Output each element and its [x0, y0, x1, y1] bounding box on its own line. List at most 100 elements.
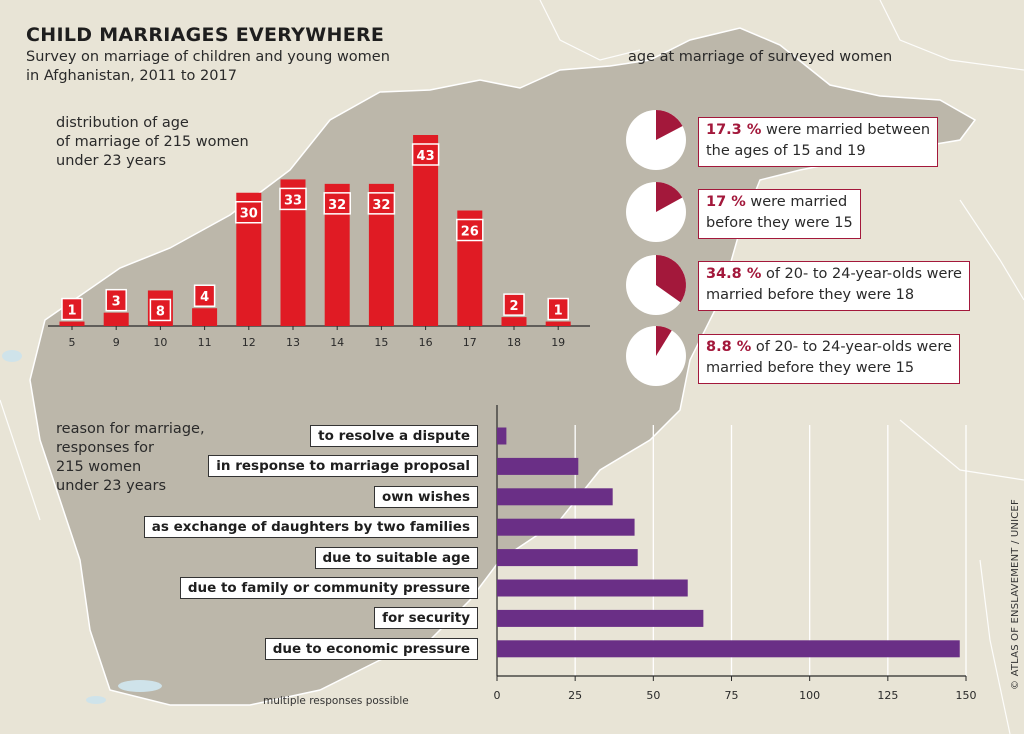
pie-text: the ages of 15 and 19	[706, 143, 866, 159]
pie-percent: 34.8 %	[706, 266, 762, 282]
bar	[497, 640, 960, 658]
pie-text: before they were 15	[706, 215, 853, 231]
category-label: due to suitable age	[314, 546, 478, 569]
pie-percent: 17 %	[706, 194, 746, 210]
bar	[497, 427, 507, 445]
bar	[497, 609, 704, 627]
pie-annotation: 34.8 % of 20- to 24-year-olds were marri…	[698, 261, 970, 311]
bar	[192, 308, 218, 326]
x-tick-label: 50	[646, 689, 660, 702]
data-label: 4	[200, 290, 209, 305]
bar	[545, 321, 571, 326]
x-tick-label: 14	[330, 336, 344, 349]
x-tick-label: 25	[568, 689, 582, 702]
data-label-box	[279, 187, 307, 211]
pie-annotation: 8.8 % of 20- to 24-year-olds were marrie…	[698, 334, 960, 384]
x-tick-label: 5	[69, 336, 76, 349]
category-label: for security	[374, 607, 478, 630]
pie-text: of 20- to 24-year-olds were	[751, 339, 952, 355]
data-label: 43	[417, 149, 435, 164]
x-tick-label: 9	[113, 336, 120, 349]
data-label-box	[547, 297, 569, 321]
x-tick-label: 150	[956, 689, 977, 702]
reason-caption: reason for marriage, responses for 215 w…	[56, 420, 256, 496]
pie-percent: 8.8 %	[706, 339, 752, 355]
source-credit: © ATLAS OF ENSLAVEMENT / UNICEF	[1010, 499, 1021, 690]
data-label: 1	[67, 304, 76, 319]
bar	[103, 312, 129, 326]
category-label: own wishes	[374, 485, 478, 508]
pie-text: of 20- to 24-year-olds were	[761, 266, 962, 282]
data-label: 33	[284, 193, 302, 208]
data-label-box	[105, 288, 127, 312]
pie-slice	[656, 255, 686, 303]
x-tick-label: 16	[419, 336, 433, 349]
pie-heading: age at marriage of surveyed women	[628, 49, 893, 65]
data-label-box	[193, 284, 216, 307]
category-label: to resolve a dispute	[310, 425, 478, 447]
data-label: 8	[156, 304, 165, 319]
category-label: due to economic pressure	[264, 637, 478, 660]
chart-title: CHILD MARRIAGES EVERYWHERE	[26, 24, 385, 46]
caption-line: responses for	[56, 440, 154, 456]
pie-percent: 17.3 %	[706, 122, 762, 138]
category-label: in response to marriage proposal	[208, 455, 478, 478]
bar	[497, 488, 613, 506]
pie-text: were married between	[761, 122, 931, 138]
bar	[497, 457, 579, 475]
pie-slice	[656, 110, 683, 140]
x-tick-label: 125	[877, 689, 898, 702]
data-label-box	[367, 192, 396, 215]
bar	[497, 549, 638, 567]
footnote: multiple responses possible	[263, 695, 409, 707]
pie-annotation: 17 % were married before they were 15	[698, 189, 861, 239]
data-label-box	[411, 143, 440, 166]
x-tick-label: 11	[198, 336, 212, 349]
x-tick-label: 13	[286, 336, 300, 349]
x-tick-label: 75	[725, 689, 739, 702]
bar	[413, 135, 439, 326]
category-label: due to family or community pressure	[179, 577, 478, 599]
data-label-box	[149, 298, 172, 322]
data-label: 32	[328, 198, 346, 213]
data-label: 30	[240, 207, 258, 222]
subtitle-line: Survey on marriage of children and young…	[26, 49, 390, 65]
bar	[501, 317, 527, 326]
subtitle-line: in Afghanistan, 2011 to 2017	[26, 68, 237, 84]
data-label: 3	[112, 295, 121, 310]
pie-slice	[656, 326, 672, 356]
caption-line: under 23 years	[56, 478, 167, 494]
x-tick-label: 100	[799, 689, 820, 702]
data-label: 26	[461, 225, 479, 240]
histogram-caption: distribution of age of marriage of 215 w…	[56, 114, 286, 171]
caption-line: of marriage of 215 women	[56, 134, 249, 150]
caption-line: distribution of age	[56, 115, 189, 131]
x-tick-label: 18	[507, 336, 521, 349]
data-label: 32	[372, 198, 390, 213]
x-tick-label: 12	[242, 336, 256, 349]
caption-line: 215 women	[56, 459, 142, 475]
chart-subtitle: Survey on marriage of children and young…	[26, 48, 446, 86]
data-label: 1	[554, 304, 563, 319]
pie-text: married before they were 18	[706, 287, 915, 303]
caption-line: reason for marriage,	[56, 421, 205, 437]
bar	[59, 321, 85, 326]
x-tick-label: 19	[551, 336, 565, 349]
category-label: as exchange of daughters by two families	[143, 516, 478, 539]
x-tick-label: 0	[494, 689, 501, 702]
pie-text: were married	[745, 194, 848, 210]
data-label-box	[456, 218, 484, 242]
bar	[497, 579, 688, 597]
x-tick-label: 10	[153, 336, 167, 349]
caption-line: under 23 years	[56, 153, 167, 169]
data-label-box	[235, 200, 263, 224]
x-tick-label: 17	[463, 336, 477, 349]
data-label-box	[323, 192, 351, 215]
data-label-box	[61, 297, 83, 321]
bar	[497, 518, 635, 536]
pie-annotation: 17.3 % were married between the ages of …	[698, 117, 939, 167]
x-tick-label: 15	[374, 336, 388, 349]
